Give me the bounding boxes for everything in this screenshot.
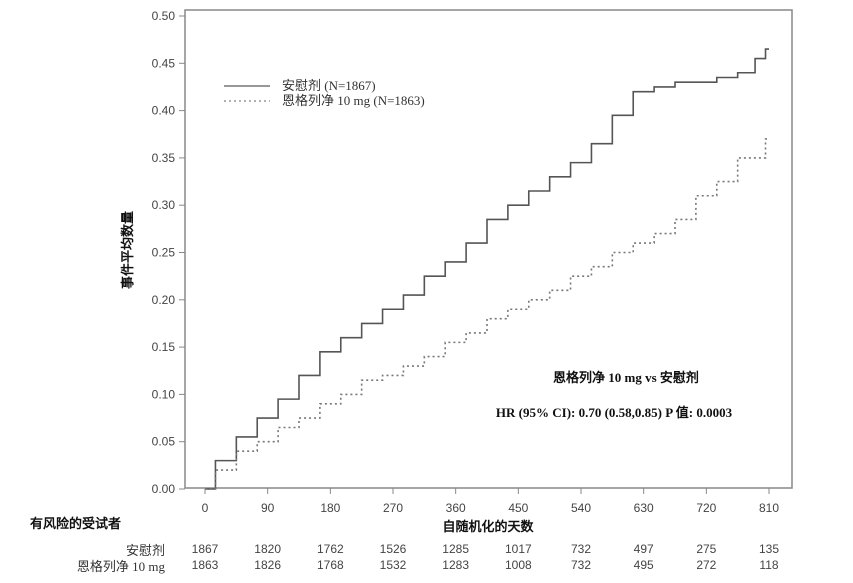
x-tick-label: 720	[696, 501, 716, 515]
risk-table-cell: 1532	[379, 558, 407, 572]
placebo-curve	[205, 48, 769, 490]
risk-table-header: 有风险的受试者	[30, 516, 122, 531]
series-layer	[205, 48, 769, 490]
risk-table-cell: 1017	[504, 542, 532, 556]
x-tick-label: 630	[634, 501, 654, 515]
legend-label-empagliflozin: 恩格列净 10 mg (N=1863)	[282, 93, 425, 108]
y-tick-label: 0.30	[152, 198, 176, 212]
risk-table-cell: 1820	[254, 542, 282, 556]
y-tick-label: 0.15	[152, 340, 176, 354]
y-tick-label: 0.10	[152, 387, 176, 401]
comparison-annotation: 恩格列净 10 mg vs 安慰剂	[553, 370, 699, 385]
x-tick-label: 450	[508, 501, 528, 515]
y-tick-label: 0.20	[152, 293, 176, 307]
y-tick-label: 0.00	[152, 482, 176, 496]
x-tick-label: 810	[759, 501, 779, 515]
risk-table-cell: 1768	[316, 558, 344, 572]
risk-table-cell: 1826	[254, 558, 282, 572]
y-tick-label: 0.35	[152, 151, 176, 165]
legend: 安慰剂 (N=1867) 恩格列净 10 mg (N=1863)	[224, 78, 425, 108]
x-tick-label: 0	[202, 501, 209, 515]
y-axis: 0.00 0.05 0.10 0.15 0.20 0.25 0.30 0.35 0.40 0.45…	[152, 9, 185, 496]
x-tick-label: 90	[261, 501, 275, 515]
y-tick-label: 0.50	[152, 9, 176, 23]
y-tick-label: 0.40	[152, 104, 176, 118]
risk-table-cell: 1008	[504, 558, 532, 572]
x-axis-title: 自随机化的天数	[442, 519, 534, 534]
plot-frame	[184, 9, 793, 489]
x-axis: 0 90 180 270 360 450 540 630 720 810	[202, 488, 779, 515]
risk-table-cell: 495	[633, 558, 654, 572]
risk-table-cell: 1283	[442, 558, 470, 572]
risk-row-label-empagliflozin: 恩格列净 10 mg	[76, 559, 165, 574]
x-tick-label: 270	[383, 501, 403, 515]
empagliflozin-curve	[205, 138, 769, 490]
risk-table-cell: 732	[570, 542, 592, 556]
y-tick-label: 0.25	[152, 246, 176, 260]
risk-table-cell: 1526	[379, 542, 407, 556]
risk-table-cell: 135	[758, 542, 780, 556]
hazard-ratio-annotation: HR (95% CI): 0.70 (0.58,0.85) P 值: 0.000…	[496, 405, 733, 420]
risk-table-cell: 1863	[191, 558, 219, 572]
x-tick-label: 180	[320, 501, 340, 515]
y-axis-title: 事件平均数量	[120, 211, 135, 289]
risk-table-cell: 1762	[316, 542, 344, 556]
risk-table-cell: 1867	[191, 542, 219, 556]
risk-table-cell: 118	[759, 558, 779, 572]
risk-table-cell: 275	[696, 542, 717, 556]
risk-table-cell: 1285	[442, 542, 470, 556]
risk-table-cell: 732	[570, 558, 592, 572]
risk-table-cell: 497	[633, 542, 654, 556]
y-tick-label: 0.05	[152, 435, 176, 449]
x-tick-label: 360	[446, 501, 466, 515]
x-tick-label: 540	[571, 501, 591, 515]
y-tick-label: 0.45	[152, 56, 176, 70]
risk-row-label-placebo: 安慰剂	[125, 543, 165, 558]
legend-label-placebo: 安慰剂 (N=1867)	[282, 78, 376, 93]
risk-table-cell: 272	[696, 558, 717, 572]
